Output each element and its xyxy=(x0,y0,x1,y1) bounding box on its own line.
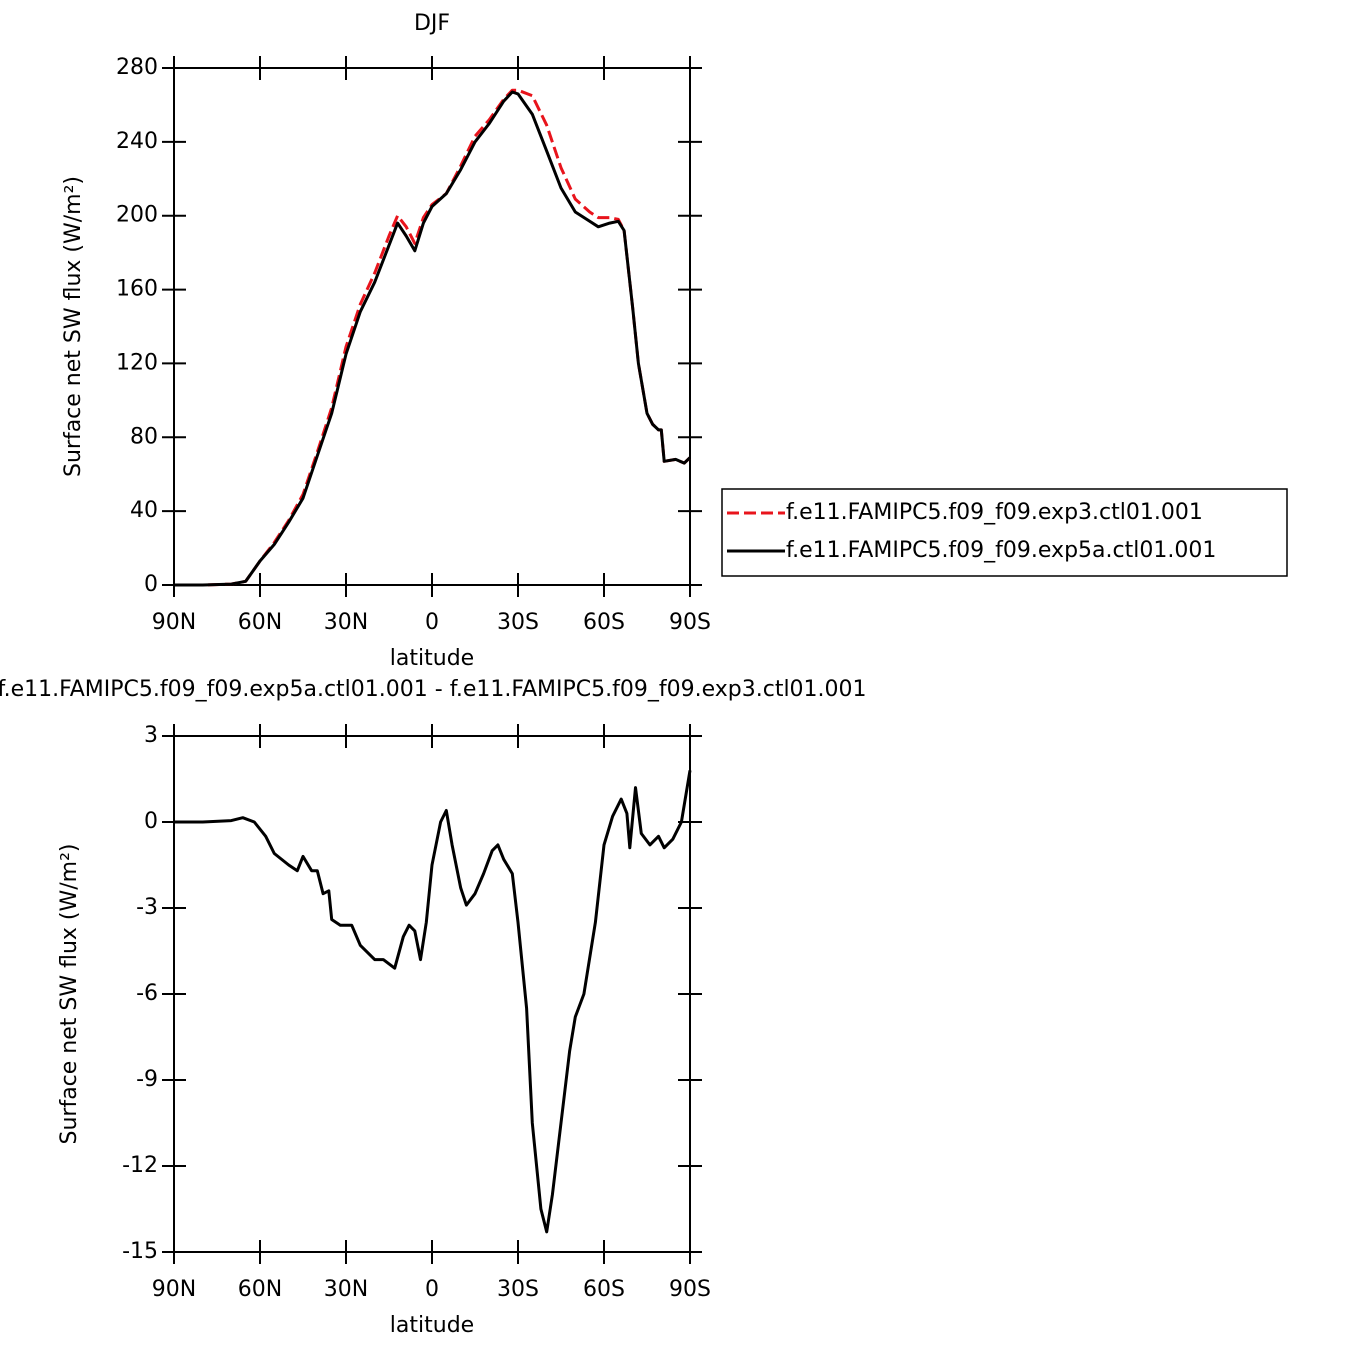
x-tick-label: 0 xyxy=(425,610,439,635)
data-line xyxy=(174,88,692,587)
y-axis-label: Surface net SW flux (W/m²) xyxy=(61,176,86,477)
legend-label: f.e11.FAMIPC5.f09_f09.exp3.ctl01.001 xyxy=(786,500,1203,525)
x-tick-label: 60S xyxy=(583,1277,625,1302)
plot-frame xyxy=(173,67,691,586)
y-tick-label: -12 xyxy=(122,1153,158,1178)
x-tick-label: 90N xyxy=(152,1277,196,1302)
chart-title: DJF xyxy=(414,11,450,36)
data-line xyxy=(174,90,692,587)
x-tick-label: 60N xyxy=(238,1277,282,1302)
y-tick-label: -6 xyxy=(136,981,158,1006)
y-tick-label: 280 xyxy=(116,55,158,80)
y-tick-label: 0 xyxy=(144,809,158,834)
x-tick-label: 30S xyxy=(497,1277,539,1302)
x-tick-label: 90S xyxy=(669,1277,711,1302)
x-axis-label: latitude xyxy=(390,1313,474,1338)
y-tick-label: 120 xyxy=(116,350,158,375)
y-axis-label: Surface net SW flux (W/m²) xyxy=(57,843,82,1144)
y-tick-label: 240 xyxy=(116,129,158,154)
data-line xyxy=(174,770,692,1234)
chart-title: f.e11.FAMIPC5.f09_f09.exp5a.ctl01.001 - … xyxy=(0,677,867,702)
plot-frame xyxy=(173,735,691,1253)
y-tick-label: 160 xyxy=(116,277,158,302)
x-axis-label: latitude xyxy=(390,646,474,671)
y-tick-label: 3 xyxy=(144,723,158,748)
x-tick-label: 60N xyxy=(238,610,282,635)
x-tick-label: 0 xyxy=(425,1277,439,1302)
y-tick-label: -3 xyxy=(136,895,158,920)
y-tick-label: -15 xyxy=(122,1239,158,1264)
legend-label: f.e11.FAMIPC5.f09_f09.exp5a.ctl01.001 xyxy=(786,538,1216,563)
x-tick-label: 90S xyxy=(669,610,711,635)
x-tick-label: 30N xyxy=(324,1277,368,1302)
y-tick-label: 80 xyxy=(130,424,158,449)
x-tick-label: 30S xyxy=(497,610,539,635)
y-tick-label: -9 xyxy=(136,1067,158,1092)
y-tick-label: 200 xyxy=(116,203,158,228)
y-tick-label: 0 xyxy=(144,572,158,597)
legend-box xyxy=(721,488,1288,577)
y-tick-label: 40 xyxy=(130,498,158,523)
x-tick-label: 90N xyxy=(152,610,196,635)
x-tick-label: 60S xyxy=(583,610,625,635)
x-tick-label: 30N xyxy=(324,610,368,635)
